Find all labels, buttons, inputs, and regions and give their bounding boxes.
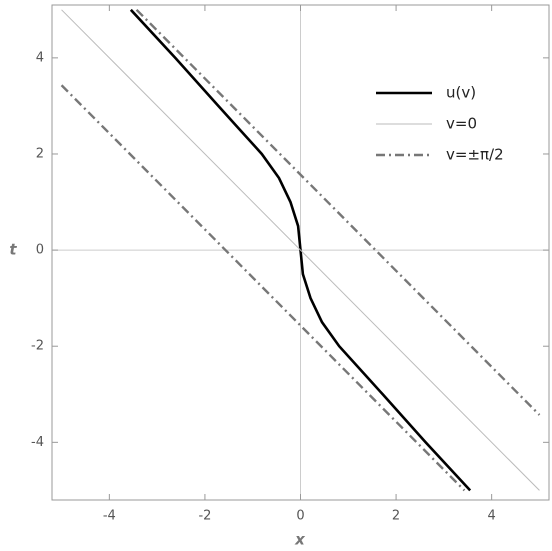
x-tick-label: -2 [198, 509, 211, 524]
y-tick-label: 0 [36, 243, 44, 258]
y-axis-label: t [9, 241, 17, 259]
legend-label: v=±π/2 [446, 146, 504, 164]
y-tick-label: -2 [31, 339, 44, 354]
x-axis-label: x [294, 531, 306, 549]
x-tick-label: 4 [488, 509, 496, 524]
line-series [60, 84, 466, 492]
legend-label: u(v) [446, 84, 476, 102]
line-series [61, 9, 540, 491]
line-series [135, 8, 541, 416]
y-tick-label: -4 [31, 435, 44, 450]
y-tick-label: 2 [36, 146, 44, 161]
x-tick-label: 2 [392, 509, 400, 524]
y-tick-label: 4 [36, 50, 44, 65]
x-tick-label: -4 [103, 509, 116, 524]
legend-label: v=0 [446, 115, 477, 133]
x-tick-label: 0 [296, 509, 304, 524]
